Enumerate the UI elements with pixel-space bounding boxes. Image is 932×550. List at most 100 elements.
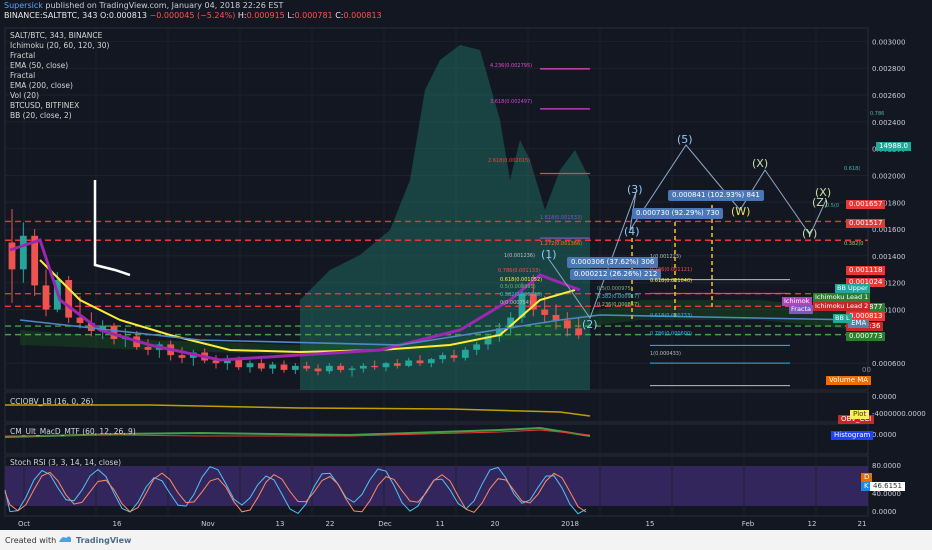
author-link[interactable]: Supersick	[4, 1, 43, 10]
candle-body	[484, 336, 492, 345]
fib-right-1: 0.786(0.001121)	[650, 267, 693, 273]
measure-box-4[interactable]: 0.000212 (26.26%) 212	[570, 269, 662, 280]
stoch-pane-label[interactable]: Stoch RSI (3, 3, 14, 14, close)	[10, 458, 121, 467]
legend-6[interactable]: Vol (20)	[10, 91, 40, 100]
ohlc-open-label: O:	[99, 11, 109, 20]
candle-body	[178, 355, 186, 358]
candle-body	[303, 365, 311, 369]
wave-y: (Y)	[802, 227, 818, 240]
candle-body	[223, 359, 231, 364]
candle-body	[212, 360, 220, 364]
fib-left-5: 1(0.001236)	[504, 253, 535, 259]
legend-3[interactable]: EMA (50, close)	[10, 61, 69, 70]
ohlc-close-label: C:	[335, 11, 344, 20]
macd-line	[4, 426, 591, 438]
fib-left-6: 0.786(0.001133)	[498, 268, 541, 274]
stoch-k-line	[4, 466, 587, 515]
price-tick-label: 0.003000	[872, 38, 905, 46]
candle-body	[518, 293, 526, 318]
fib-left-7: 0.618(0.001052)	[500, 277, 543, 283]
candle-body	[529, 293, 537, 310]
price-tag-0: 0.001657	[846, 200, 886, 209]
candle-body	[8, 242, 16, 270]
fib-left-10: 0(0.000754)	[500, 300, 531, 306]
footer-brand[interactable]: TradingView	[76, 536, 132, 545]
candle-body	[291, 365, 299, 370]
ccio-neg: -4000000.0000	[872, 410, 926, 418]
ohlc-close: 0.000813	[343, 11, 382, 20]
price-tick-label: 0.002600	[872, 92, 905, 100]
time-tick-label: 21	[858, 520, 867, 528]
price-tag-2: 0.001118	[846, 266, 886, 275]
candle-body	[337, 365, 345, 370]
price-tag-1: 0.001517	[846, 219, 886, 228]
symbol-label: BINANCE:SALTBTC, 343	[4, 11, 98, 20]
price-tick-label: 0.002000	[872, 172, 905, 180]
legend-8[interactable]: BB (20, close, 2)	[10, 111, 72, 120]
tradingview-logo-icon	[58, 534, 72, 546]
time-tick-label: Feb	[742, 520, 755, 528]
publish-info: Supersick published on TradingView.com, …	[4, 1, 283, 10]
macd-pane-label[interactable]: CM_Ult_MacD_MTF (60, 12, 26, 9)	[10, 427, 136, 436]
fib-right-2: 0.618(0.001040)	[650, 278, 693, 284]
candle-body	[325, 365, 333, 372]
legend-2[interactable]: Fractal	[10, 51, 36, 60]
legend-5[interactable]: EMA (200, close)	[10, 81, 73, 90]
price-tag-5: 0.000813	[846, 312, 886, 321]
price-tick-label: 0.000600	[872, 360, 905, 368]
ohlc-high-label: H:	[237, 11, 247, 20]
ohlc-change: −0.000045 (−5.24%)	[149, 11, 236, 20]
fractal-line	[9, 238, 581, 362]
time-tick-label: 13	[276, 520, 285, 528]
candle-body	[563, 320, 571, 329]
price-tag-3: 0.001024	[846, 278, 886, 287]
candle-body	[257, 363, 265, 369]
wave-x1: (X)	[752, 157, 769, 170]
wave-z: (Z)	[812, 196, 829, 209]
macd-signal-line	[4, 429, 591, 437]
candle-body	[99, 325, 107, 332]
measure-box-2[interactable]: 0.000730 (92.29%) 730	[632, 208, 724, 219]
candle-body	[552, 314, 560, 321]
stoch-value-tag: 46.6151	[870, 482, 905, 491]
btc-ref-786: 0.786	[870, 111, 885, 117]
time-tick-label: Dec	[378, 520, 392, 528]
candle-body	[235, 359, 243, 368]
ema200-line	[19, 314, 861, 346]
legend-4[interactable]: Fractal	[10, 71, 36, 80]
measure-box-3[interactable]: 0.000306 (37.62%) 306	[567, 257, 659, 268]
candle-body	[371, 365, 379, 368]
candle-body	[461, 349, 469, 358]
ccio-obv-tag: OBV_CCI	[838, 415, 875, 424]
legend-1[interactable]: Ichimoku (20, 60, 120, 30)	[10, 41, 110, 50]
wave-4: (4)	[624, 225, 640, 238]
baseline-white-line	[93, 180, 131, 277]
candle-body	[280, 364, 288, 370]
fib-right-0: 1(0.001223)	[650, 254, 681, 260]
ccio-pane-label[interactable]: CCIOBV_LB (16, 0, 26)	[10, 397, 94, 406]
candle-body	[348, 368, 356, 370]
candle-body	[65, 280, 73, 318]
ccio-pane-bg	[4, 391, 869, 423]
time-tick-label: 20	[491, 520, 500, 528]
volume-ma-tag: Volume MA	[826, 376, 872, 385]
wave-2: (2)	[582, 318, 598, 331]
price-tick-label: 0.002400	[872, 119, 905, 127]
legend-7[interactable]: BTCUSD, BITFINEX	[10, 101, 80, 110]
ichimoku-lead1-label: Ichimoku Lead 1	[813, 293, 871, 302]
candle-body	[19, 235, 27, 270]
measure-box-1[interactable]: 0.000841 (102.93%) 841	[668, 190, 764, 201]
time-tick-label: 2018	[561, 520, 579, 528]
price-tick-label: 0.001000	[872, 307, 905, 315]
fib-left-4: 1.272(0.001366)	[540, 241, 583, 247]
candle-body	[382, 363, 390, 368]
legend-0[interactable]: SALT/BTC, 343, BINANCE	[10, 31, 103, 40]
price-tick-label: 0.001400	[872, 253, 905, 261]
fib-left-3: 1.618(0.001533)	[540, 215, 583, 221]
publish-text: published on TradingView.com, January 04…	[45, 1, 284, 10]
time-tick-label: 12	[808, 520, 817, 528]
time-tick-label: Nov	[201, 520, 215, 528]
time-tick-label: Oct	[18, 520, 30, 528]
price-chart[interactable]: 0.0030000.0028000.0026000.0024000.002200…	[0, 0, 932, 530]
wave-w: (W)	[731, 205, 751, 218]
